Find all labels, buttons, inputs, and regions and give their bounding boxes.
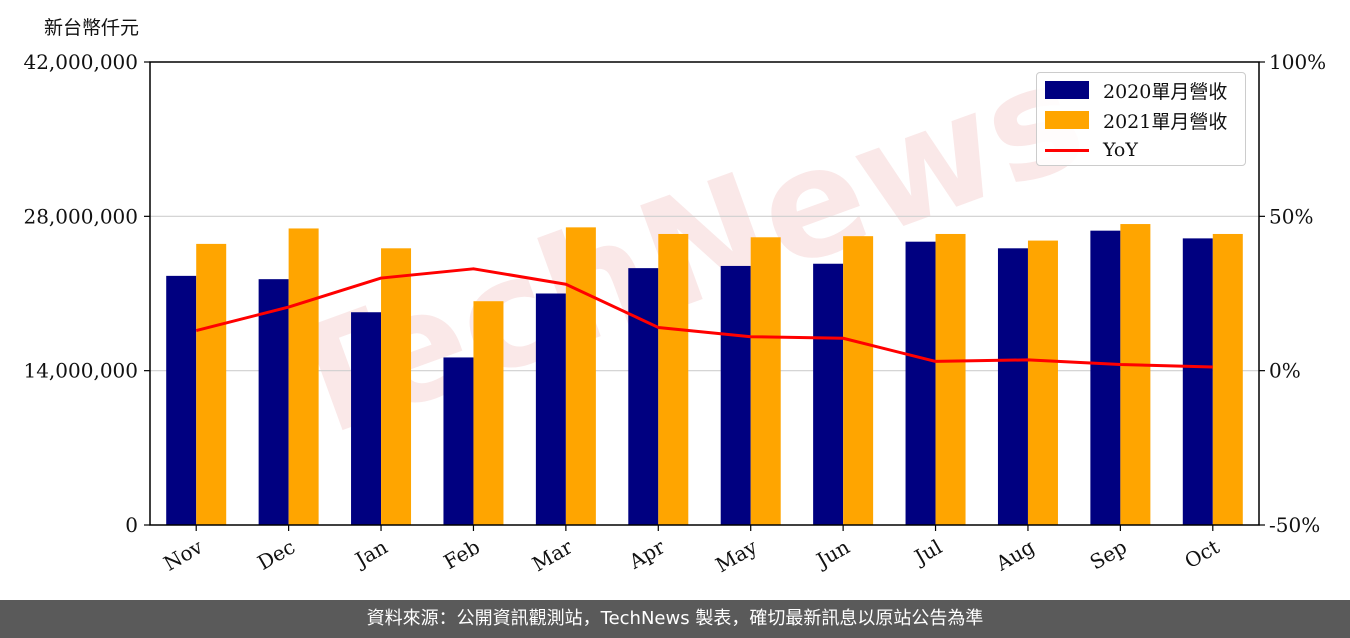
legend-label-2020: 2020單月營收: [1103, 80, 1228, 103]
x-tick-label: Apr: [624, 534, 669, 574]
bar-2021: [473, 301, 504, 525]
x-tick-label: Aug: [991, 534, 1039, 575]
bar-2020: [1090, 230, 1121, 525]
bar-2021: [381, 248, 412, 526]
bar-2020: [997, 248, 1028, 526]
revenue-chart: TechNews014,000,00028,000,00042,000,000-…: [23, 28, 1326, 578]
bar-2020: [1182, 238, 1213, 525]
y2-tick-label: 100%: [1269, 50, 1326, 74]
bar-2021: [288, 228, 319, 525]
bar-2020: [166, 275, 197, 525]
x-tick-label: Mar: [528, 534, 577, 576]
legend-item-yoy: YoY: [1037, 136, 1245, 164]
bar-2020: [535, 293, 566, 525]
bar-2021: [1212, 233, 1243, 525]
bar-2021: [196, 243, 227, 525]
bar-2020: [720, 265, 751, 525]
bar-2021: [750, 237, 781, 525]
y2-tick-label: 50%: [1269, 204, 1313, 228]
x-tick-label: Jun: [811, 534, 854, 573]
bar-2020: [813, 263, 844, 525]
yoy-line: [195, 267, 1213, 369]
bar-2020: [351, 312, 382, 525]
y-tick-label: 42,000,000: [23, 50, 138, 74]
x-tick-label: Nov: [159, 534, 207, 576]
x-tick-label: Jan: [349, 534, 391, 572]
y-tick-label: 0: [125, 513, 138, 537]
x-tick-label: Dec: [253, 535, 299, 575]
x-tick-label: May: [711, 534, 761, 577]
bar-2020: [443, 357, 474, 525]
bar-2021: [658, 233, 689, 525]
bar-2020: [628, 268, 659, 525]
legend-label-2021: 2021單月營收: [1103, 110, 1228, 133]
bar-2020: [905, 241, 936, 525]
legend-item-2021: 2021單月營收: [1037, 106, 1245, 134]
legend-swatch-2020: [1045, 81, 1089, 99]
x-tick-label: Jul: [909, 535, 946, 570]
bar-2021: [1027, 240, 1058, 526]
legend-label-yoy: YoY: [1103, 139, 1138, 161]
bar-2021: [565, 227, 596, 525]
y-axis-unit-label: 新台幣仟元: [44, 17, 140, 39]
legend-line-yoy: [1045, 149, 1089, 152]
bar-2021: [1120, 224, 1151, 526]
x-tick-label: Sep: [1086, 535, 1131, 575]
bar-2020: [258, 279, 289, 525]
legend-item-2020: 2020單月營收: [1037, 76, 1245, 104]
plot-frame: [149, 61, 1260, 526]
y2-tick-label: 0%: [1269, 359, 1301, 383]
chart-legend: 2020單月營收 2021單月營收 YoY: [1036, 72, 1246, 166]
bar-2021: [843, 236, 874, 525]
y2-tick-label: -50%: [1269, 513, 1320, 537]
bar-2021: [935, 233, 966, 525]
y-tick-label: 14,000,000: [23, 359, 138, 383]
legend-swatch-2021: [1045, 111, 1089, 129]
x-tick-label: Oct: [1180, 535, 1223, 574]
y-tick-label: 28,000,000: [23, 204, 138, 228]
x-tick-label: Feb: [440, 535, 484, 574]
source-footer: 資料來源：公開資訊觀測站，TechNews 製表，確切最新訊息以原站公告為準: [0, 600, 1350, 638]
